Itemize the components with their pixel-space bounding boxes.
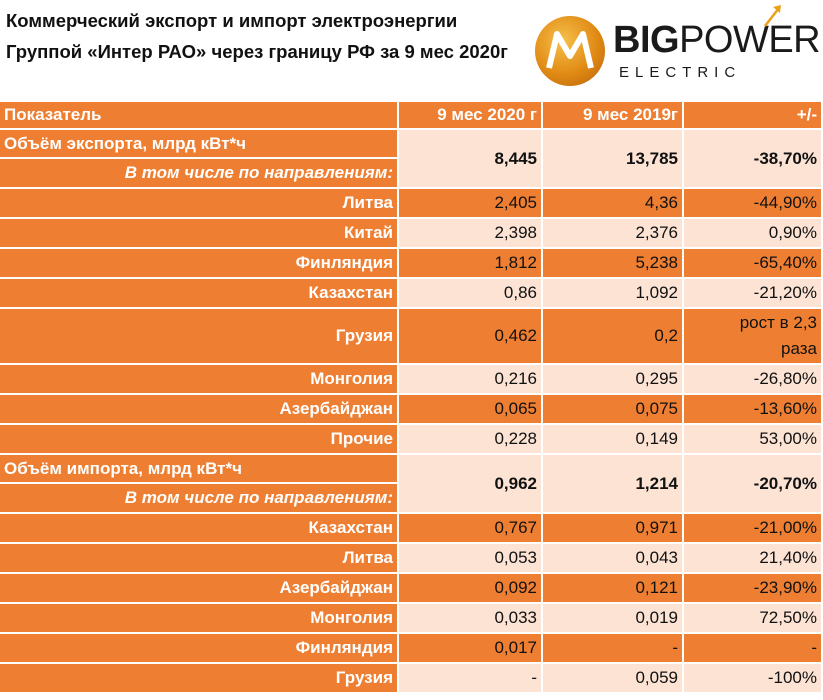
- table-row: Литва 0,053 0,043 21,40%: [0, 544, 823, 574]
- row-label: Монголия: [0, 365, 399, 395]
- row-label: Финляндия: [0, 634, 399, 664]
- cell-delta: -65,40%: [684, 249, 823, 279]
- cell-delta: -13,60%: [684, 395, 823, 425]
- row-label: Азербайджан: [0, 395, 399, 425]
- table-row: Прочие 0,228 0,149 53,00%: [0, 425, 823, 455]
- export-2019: 13,785: [543, 130, 684, 189]
- import-total-row: Объём импорта, млрд кВт*ч 0,962 1,214 -2…: [0, 455, 823, 514]
- cell-2020: 0,053: [399, 544, 543, 574]
- cell-2020: 0,065: [399, 395, 543, 425]
- cell-delta: 0,90%: [684, 219, 823, 249]
- row-label: Китай: [0, 219, 399, 249]
- table-row: Монголия 0,216 0,295 -26,80%: [0, 365, 823, 395]
- cell-2020: 0,228: [399, 425, 543, 455]
- table-row: Грузия - 0,059 -100%: [0, 664, 823, 694]
- cell-delta: 21,40%: [684, 544, 823, 574]
- col-header-indicator: Показатель: [0, 102, 399, 130]
- export-subtitle-row: В том числе по направлениям:: [0, 159, 823, 189]
- cell-delta: -26,80%: [684, 365, 823, 395]
- cell-2019: 0,043: [543, 544, 684, 574]
- row-label: Литва: [0, 544, 399, 574]
- row-label: Азербайджан: [0, 574, 399, 604]
- table-row: Финляндия 0,017 - -: [0, 634, 823, 664]
- logo-wordmark: BIGPOWER: [613, 19, 821, 61]
- import-subtitle: В том числе по направлениям:: [0, 484, 399, 514]
- row-label: Прочие: [0, 425, 399, 455]
- cell-2020: 1,812: [399, 249, 543, 279]
- logo-emblem-icon: [535, 16, 605, 86]
- table-row: Финляндия 1,812 5,238 -65,40%: [0, 249, 823, 279]
- cell-2020: 0,767: [399, 514, 543, 544]
- cell-2019: 1,092: [543, 279, 684, 309]
- table-row: Казахстан 0,86 1,092 -21,20%: [0, 279, 823, 309]
- cell-2019: 0,075: [543, 395, 684, 425]
- arrow-up-icon: [764, 5, 781, 27]
- cell-2020: 0,017: [399, 634, 543, 664]
- export-2020: 8,445: [399, 130, 543, 189]
- cell-2019: 0,2: [543, 309, 684, 365]
- cell-delta: -23,90%: [684, 574, 823, 604]
- cell-2020: 0,462: [399, 309, 543, 365]
- page-title: Коммерческий экспорт и импорт электроэне…: [6, 10, 508, 62]
- table-row: Азербайджан 0,065 0,075 -13,60%: [0, 395, 823, 425]
- row-label: Литва: [0, 189, 399, 219]
- export-subtitle: В том числе по направлениям:: [0, 159, 399, 189]
- cell-2020: 0,033: [399, 604, 543, 634]
- cell-2020: 0,092: [399, 574, 543, 604]
- col-header-2019: 9 мес 2019г: [543, 102, 684, 130]
- cell-2020: -: [399, 664, 543, 694]
- table-row: Казахстан 0,767 0,971 -21,00%: [0, 514, 823, 544]
- cell-delta: рост в 2,3 раза: [684, 309, 823, 365]
- cell-delta: -: [684, 634, 823, 664]
- import-subtitle-row: В том числе по направлениям:: [0, 484, 823, 514]
- logo-subtitle: ELECTRIC: [619, 64, 742, 81]
- cell-2019: 0,971: [543, 514, 684, 544]
- cell-delta: 72,50%: [684, 604, 823, 634]
- import-delta: -20,70%: [684, 455, 823, 514]
- cell-2019: -: [543, 634, 684, 664]
- bigpower-logo: BIGPOWER ELECTRIC: [533, 2, 823, 98]
- row-label: Монголия: [0, 604, 399, 634]
- row-label: Казахстан: [0, 279, 399, 309]
- cell-2019: 0,149: [543, 425, 684, 455]
- export-delta: -38,70%: [684, 130, 823, 189]
- cell-2019: 5,238: [543, 249, 684, 279]
- cell-2019: 0,019: [543, 604, 684, 634]
- cell-2020: 0,216: [399, 365, 543, 395]
- cell-delta: -44,90%: [684, 189, 823, 219]
- table-header-row: Показатель 9 мес 2020 г 9 мес 2019г +/-: [0, 102, 823, 130]
- import-2020: 0,962: [399, 455, 543, 514]
- export-title: Объём экспорта, млрд кВт*ч: [0, 130, 399, 159]
- cell-delta: -100%: [684, 664, 823, 694]
- table-row: Грузия 0,462 0,2 рост в 2,3 раза: [0, 309, 823, 365]
- table-row: Литва 2,405 4,36 -44,90%: [0, 189, 823, 219]
- cell-delta: -21,20%: [684, 279, 823, 309]
- row-label: Грузия: [0, 664, 399, 694]
- energy-table: Показатель 9 мес 2020 г 9 мес 2019г +/- …: [0, 102, 823, 694]
- table-row: Монголия 0,033 0,019 72,50%: [0, 604, 823, 634]
- row-label: Казахстан: [0, 514, 399, 544]
- cell-2019: 2,376: [543, 219, 684, 249]
- cell-2020: 0,86: [399, 279, 543, 309]
- col-header-delta: +/-: [684, 102, 823, 130]
- cell-2020: 2,405: [399, 189, 543, 219]
- cell-2019: 0,121: [543, 574, 684, 604]
- table-row: Азербайджан 0,092 0,121 -23,90%: [0, 574, 823, 604]
- cell-2019: 4,36: [543, 189, 684, 219]
- export-total-row: Объём экспорта, млрд кВт*ч 8,445 13,785 …: [0, 130, 823, 189]
- table-row: Китай 2,398 2,376 0,90%: [0, 219, 823, 249]
- row-label: Финляндия: [0, 249, 399, 279]
- cell-2020: 2,398: [399, 219, 543, 249]
- cell-delta: -21,00%: [684, 514, 823, 544]
- cell-2019: 0,295: [543, 365, 684, 395]
- col-header-2020: 9 мес 2020 г: [399, 102, 543, 130]
- cell-delta: 53,00%: [684, 425, 823, 455]
- cell-2019: 0,059: [543, 664, 684, 694]
- row-label: Грузия: [0, 309, 399, 365]
- delta-line-2: раза: [781, 339, 817, 358]
- import-title: Объём импорта, млрд кВт*ч: [0, 455, 399, 484]
- delta-line-1: рост в 2,3: [739, 313, 817, 332]
- import-2019: 1,214: [543, 455, 684, 514]
